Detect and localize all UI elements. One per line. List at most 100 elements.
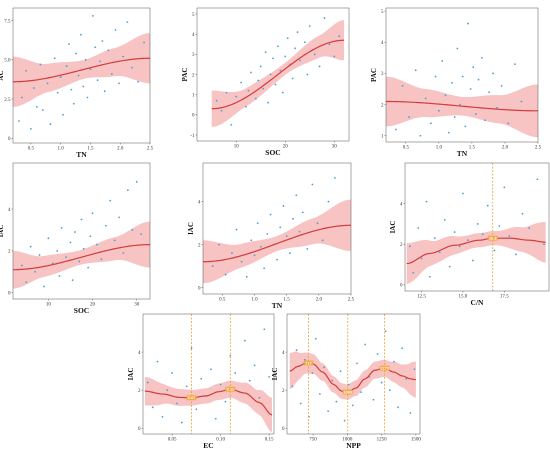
data-point [496,106,498,109]
data-point [86,96,89,99]
y-tick-label: 4 [400,202,403,207]
y-tick-label: 2 [198,243,201,248]
panel-p3: 0.5 1.0 1.5 2.0 2.5 1 2 3 4 5 TN PAC [370,7,542,158]
data-point [245,275,248,278]
x-tick-label: 17.5 [500,295,509,300]
data-point [471,259,474,262]
data-point [101,40,104,42]
y-axis-label: PAC [370,68,378,82]
data-point [507,122,510,125]
data-point [68,43,70,46]
threshold-label: 0.11 [227,387,235,392]
data-point [103,90,106,93]
data-point [235,95,238,98]
x-tick-label: 0.10 [216,438,225,443]
data-point [543,243,545,246]
data-point [528,227,531,229]
y-axis-label: IAC [187,222,195,235]
x-tick-label: 1.0 [251,298,258,303]
data-point [462,192,464,195]
x-tick-label: 1000 [342,438,353,443]
data-point [414,69,417,72]
data-point [412,271,415,274]
data-point [253,254,256,257]
data-point [254,97,257,100]
data-point [43,285,45,288]
data-point [109,199,112,202]
threshold-label: 0.07 [188,395,197,400]
data-point [327,410,330,413]
x-tick-label: 15.0 [459,295,468,300]
data-point [466,239,469,242]
data-point [264,51,267,54]
data-point [397,406,399,409]
data-point [151,406,154,409]
y-axis-label: IAC [271,368,279,381]
data-point [480,56,483,59]
data-point [327,200,330,203]
y-tick-label: 0 [192,114,195,119]
data-point [94,46,97,49]
data-point [314,337,317,340]
data-point [258,396,261,399]
data-point [46,82,49,85]
data-point [467,22,469,25]
data-point [441,60,444,62]
data-point [107,49,110,52]
data-point [262,87,265,90]
data-point [303,358,306,361]
x-tick-label: 10 [234,145,240,150]
data-point [29,245,32,248]
x-tick-label: 12.5 [417,295,426,300]
x-tick-label: 0.5 [403,146,410,151]
data-point [224,400,227,403]
confidence-band [211,20,345,127]
data-point [384,330,387,333]
y-axis-label: PAC [181,68,189,82]
x-tick-label: 750 [309,438,317,443]
data-point [338,35,341,38]
x-tick-label: 2.5 [348,298,355,303]
panel-p5: 0.5 1.0 1.5 2.0 2.5 0 2 4 TN IAC [187,162,355,310]
x-axis-label: SOC [265,148,280,157]
data-point [409,412,412,414]
x-tick-label: 0.05 [168,438,177,443]
data-point [71,279,74,282]
y-tick-label: 2 [192,73,195,78]
data-point [235,228,238,231]
threshold-label-box [225,386,236,392]
data-point [137,80,139,83]
data-point [424,97,427,100]
data-point [339,370,342,373]
data-point [433,237,436,240]
plot-area [211,17,345,127]
data-point [319,393,321,395]
data-point [62,113,64,116]
data-point [401,347,404,350]
data-point [122,55,125,58]
data-point [291,385,294,388]
data-point [303,41,306,44]
data-point [176,402,178,405]
data-point [25,281,28,284]
data-point [321,239,324,242]
data-point [259,65,262,68]
data-point [156,360,159,363]
data-point [32,87,35,89]
y-tick-label: 5.0 [4,59,11,64]
data-point [311,183,314,186]
data-point [484,119,487,122]
data-point [250,239,253,242]
data-point [269,213,272,216]
data-point [96,243,98,246]
confidence-band [203,199,351,284]
data-point [29,127,32,130]
data-point [521,212,524,215]
data-point [250,71,252,74]
data-point [82,247,85,250]
data-point [224,273,227,276]
data-point [444,94,447,97]
x-tick-label: 2.0 [117,147,124,152]
plot-area: 717 1003 1272 [289,314,416,434]
data-point [438,251,441,254]
